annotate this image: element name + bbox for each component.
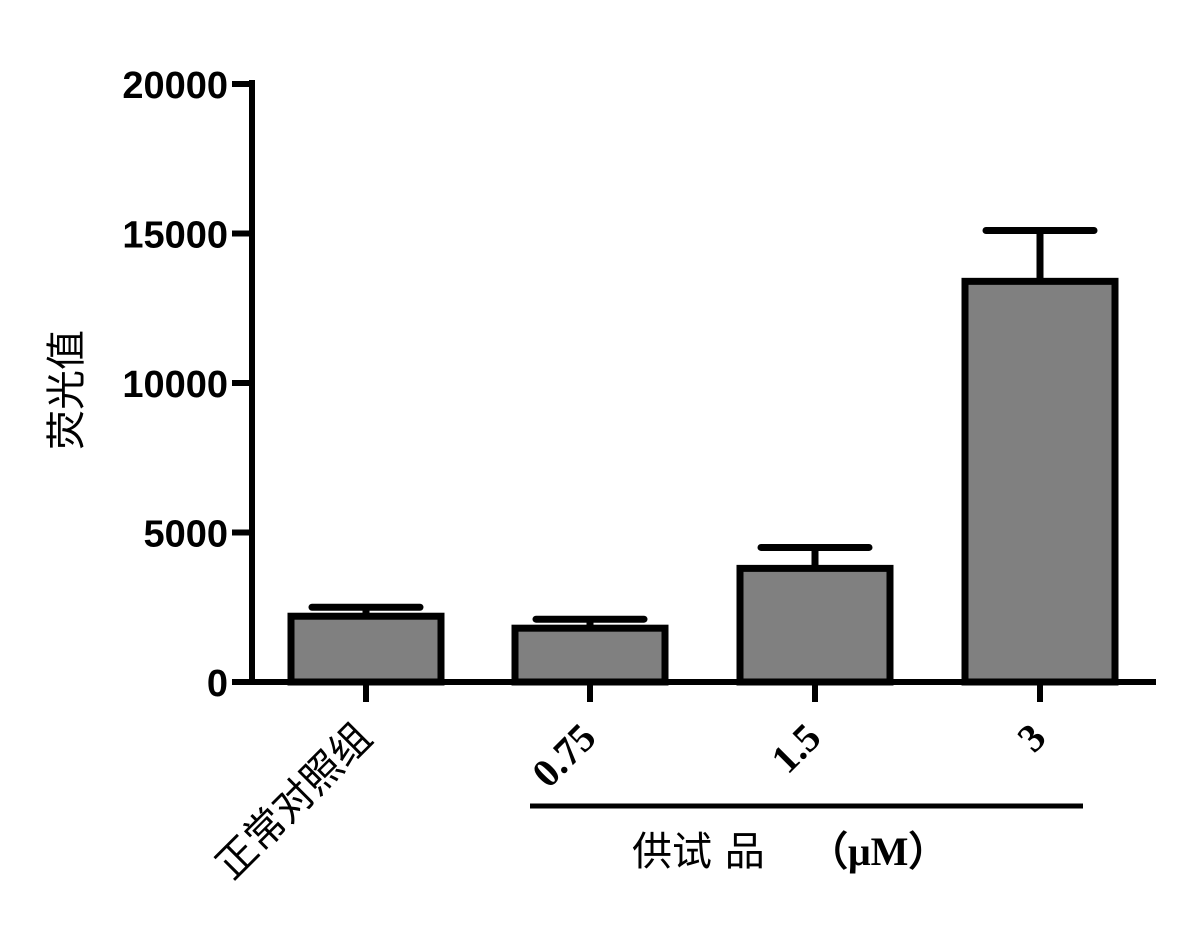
y-tick-label-4: 20000 (122, 65, 228, 107)
bar-0 (287, 612, 445, 686)
y-tick-label-0: 0 (207, 663, 228, 705)
bar-3 (961, 277, 1119, 686)
y-tick-label-3: 15000 (122, 215, 228, 257)
bar-2 (736, 564, 894, 686)
x-group-unit: （μM） (808, 829, 948, 874)
labels-layer: 0 5000 10000 15000 20000 正常对照组 0.75 1.5 3 (122, 65, 1054, 888)
x-category-label-2: 1.5 (762, 715, 829, 782)
axes-layer (232, 80, 1156, 809)
x-category-label-1: 0.75 (523, 715, 604, 796)
x-group-label: 供试 品 (632, 829, 765, 875)
error-bars-layer (308, 227, 1098, 629)
y-tick-label-2: 10000 (122, 364, 228, 406)
x-category-label-0: 正常对照组 (207, 715, 381, 889)
x-category-label-3: 3 (1008, 715, 1054, 761)
bars-layer (287, 277, 1119, 686)
bar-1 (511, 624, 669, 686)
y-axis-title: 荧光值 (44, 330, 90, 450)
y-tick-label-1: 5000 (143, 514, 228, 556)
